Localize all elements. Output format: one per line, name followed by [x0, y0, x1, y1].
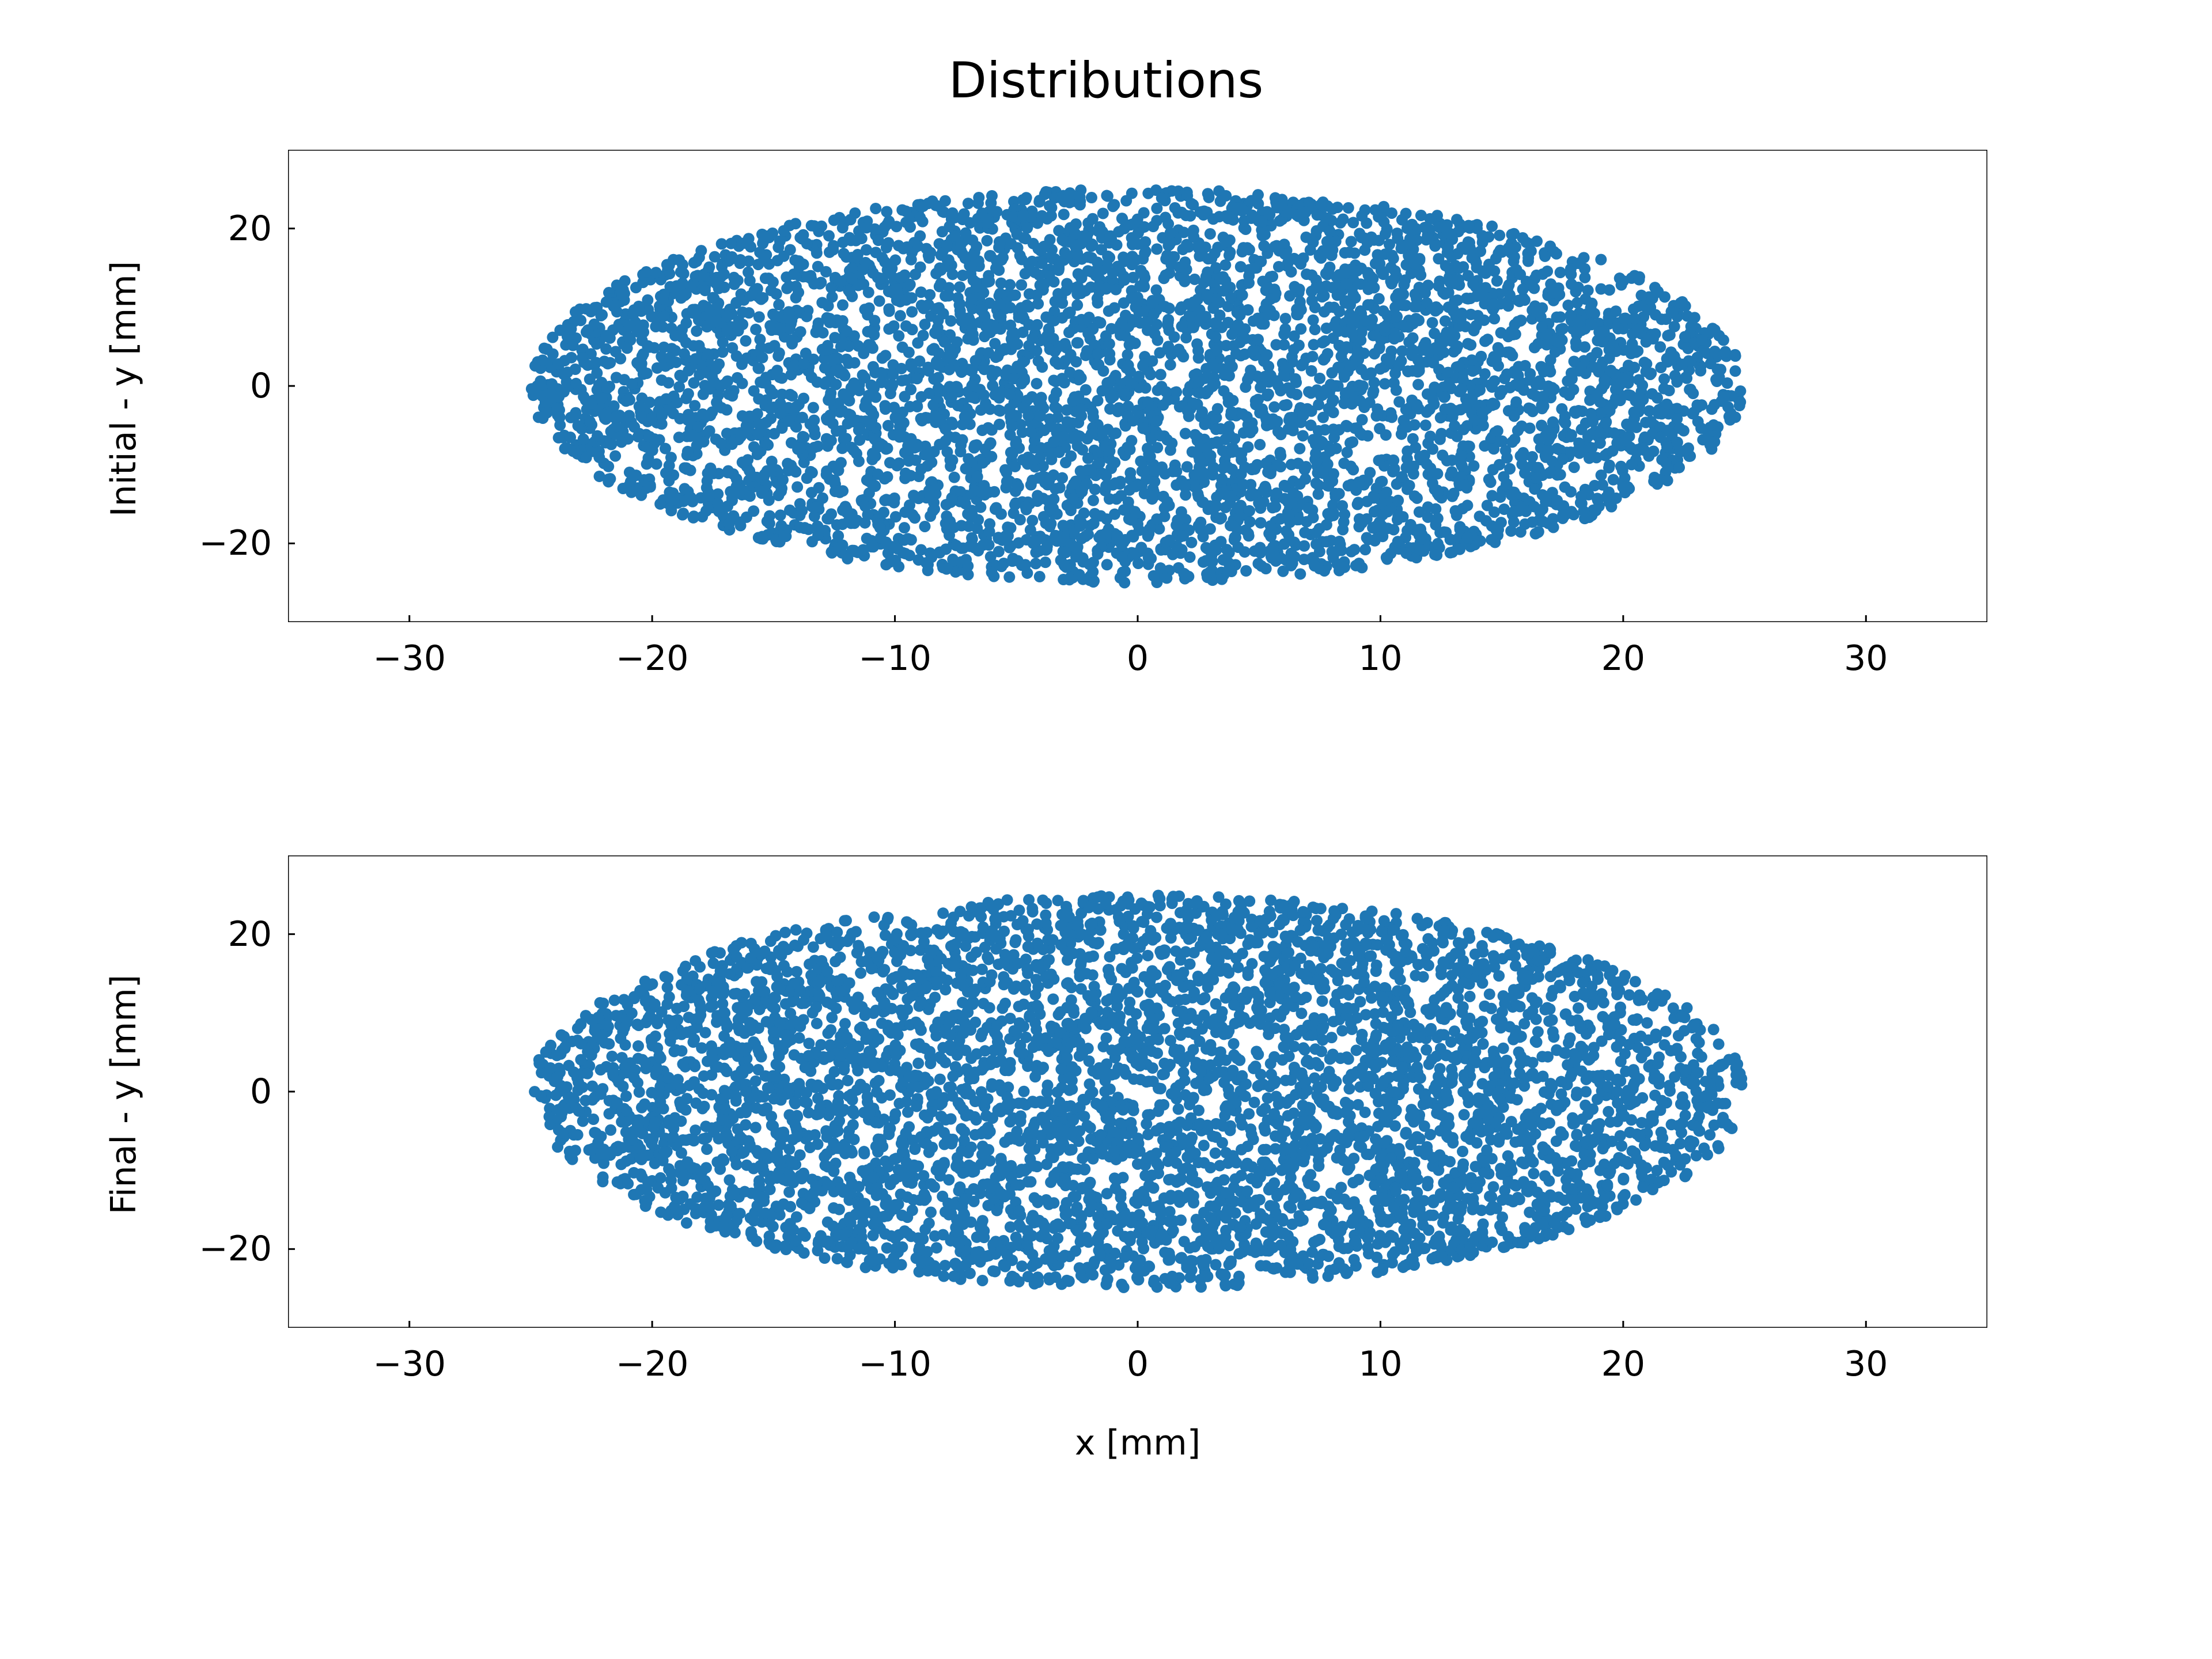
x-tick-label: 20	[1601, 1344, 1645, 1384]
x-tick-label: 10	[1358, 1344, 1402, 1384]
plot-area	[288, 855, 1987, 1328]
x-tick-label: 0	[1127, 638, 1149, 679]
figure-title: Distributions	[0, 52, 2212, 109]
y-tick-label: 0	[157, 1071, 272, 1112]
plot-area	[288, 150, 1987, 622]
figure: Distributions −30 −20 −10 0 10 20 30 −20 0 20 Init…	[0, 0, 2212, 1659]
y-axis-label-bottom: Final - y [mm]	[104, 858, 144, 1331]
y-tick-label: 20	[157, 914, 272, 955]
x-tick-label: −30	[373, 638, 446, 679]
x-tick-label: −20	[616, 1344, 689, 1384]
x-tick-label: 30	[1844, 638, 1888, 679]
x-tick-label: −10	[858, 638, 931, 679]
x-tick-label: −10	[858, 1344, 931, 1384]
y-tick-label: 20	[157, 209, 272, 249]
x-tick-label: 20	[1601, 638, 1645, 679]
x-axis-label: x [mm]	[288, 1423, 1987, 1463]
y-tick-label: 0	[157, 366, 272, 406]
x-tick-label: 10	[1358, 638, 1402, 679]
x-tick-label: −20	[616, 638, 689, 679]
y-tick-label: −20	[157, 1229, 272, 1269]
x-tick-label: 0	[1127, 1344, 1149, 1384]
scatter-panel-bottom	[288, 855, 1987, 1328]
x-tick-label: −30	[373, 1344, 446, 1384]
y-tick-label: −20	[157, 523, 272, 563]
scatter-panel-top	[288, 150, 1987, 622]
y-axis-label-top: Initial - y [mm]	[104, 153, 144, 625]
x-tick-label: 30	[1844, 1344, 1888, 1384]
